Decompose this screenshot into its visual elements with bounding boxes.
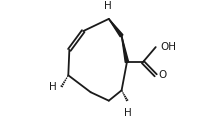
- Text: H: H: [49, 82, 56, 92]
- Text: H: H: [124, 108, 131, 118]
- Text: O: O: [158, 70, 166, 80]
- Text: OH: OH: [160, 42, 177, 52]
- Polygon shape: [109, 19, 123, 37]
- Text: H: H: [104, 1, 112, 11]
- Polygon shape: [122, 36, 129, 62]
